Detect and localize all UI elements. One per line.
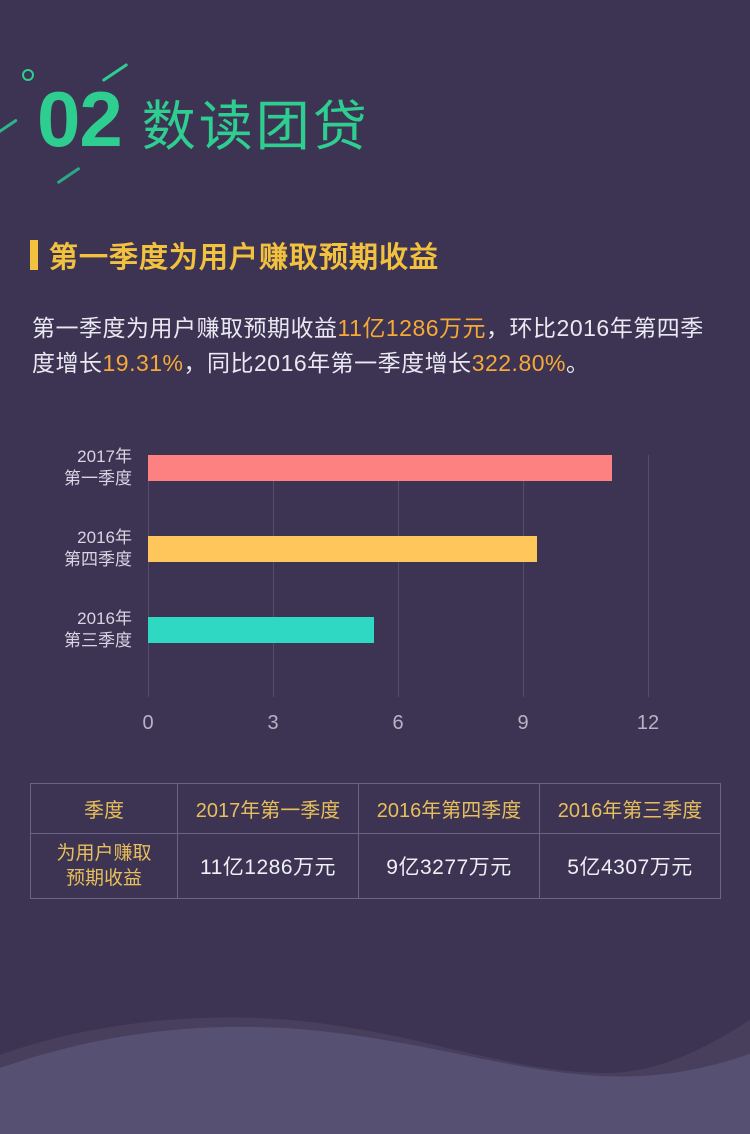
- highlighted-value: 322.80%: [471, 350, 566, 376]
- highlighted-value: 19.31%: [102, 350, 184, 376]
- table-header-cell: 2016年第四季度: [358, 783, 540, 834]
- table-row: 为用户赚取 预期收益 11亿1286万元 9亿3277万元 5亿4307万元: [30, 833, 721, 899]
- gridline: [273, 455, 274, 697]
- table-cell: 11亿1286万元: [177, 833, 359, 899]
- chart-row: 2017年 第一季度: [32, 440, 732, 521]
- section-heading: 第一季度为用户赚取预期收益: [30, 234, 439, 276]
- wave-front: [0, 1026, 750, 1134]
- section-number: 02: [37, 74, 123, 163]
- paragraph-text: ，环比2016年第四季度增长: [32, 315, 704, 376]
- earnings-table: 季度 2017年第一季度 2016年第四季度 2016年第三季度 为用户赚取 预…: [30, 783, 721, 899]
- chart-bars-area: 2017年 第一季度 2016年 第四季度 2016年 第三季度: [32, 440, 732, 683]
- chart-bar: [148, 617, 374, 643]
- circle-outline-decor: [22, 69, 34, 81]
- x-tick-label: 3: [267, 712, 279, 734]
- chart-row: 2016年 第三季度: [32, 602, 732, 683]
- category-label: 2016年 第三季度: [64, 609, 132, 650]
- gridline: [648, 455, 649, 697]
- diagonal-line-decor: [56, 166, 81, 185]
- diagonal-line-decor: [0, 118, 18, 135]
- x-axis-tick-labels: 0 3 6 9 12: [142, 712, 659, 736]
- chart-gridlines: [148, 455, 649, 697]
- quarterly-earnings-bar-chart: 2017年 第一季度 2016年 第四季度 2016年 第三季度 0 3 6 9 12: [32, 440, 732, 745]
- table-cell: 5亿4307万元: [539, 833, 721, 899]
- gridline: [148, 455, 149, 697]
- x-tick-label: 0: [142, 712, 154, 734]
- paragraph-text: 。: [566, 350, 590, 376]
- chart-row: 2016年 第四季度: [32, 521, 732, 602]
- gridline: [398, 455, 399, 697]
- section-title: 第一季度为用户赚取预期收益: [49, 242, 440, 274]
- paragraph-text: 第一季度为用户赚取预期收益: [32, 315, 338, 341]
- intro-paragraph: 第一季度为用户赚取预期收益11亿1286万元，环比2016年第四季度增长19.3…: [32, 311, 726, 381]
- table-header-row: 季度 2017年第一季度 2016年第四季度 2016年第三季度: [30, 783, 721, 834]
- x-tick-label: 12: [636, 712, 660, 734]
- page-title: 数读团贷: [141, 97, 370, 157]
- table-header-cell: 2016年第三季度: [539, 783, 721, 834]
- x-tick-label: 9: [517, 712, 529, 734]
- title-accent-bar: [30, 240, 38, 270]
- x-tick-label: 6: [392, 712, 404, 734]
- highlighted-value: 11亿1286万元: [337, 315, 487, 341]
- table-header-cell: 季度: [30, 783, 178, 834]
- wave-decor: [0, 1017, 750, 1134]
- chart-bar: [148, 455, 612, 481]
- category-label: 2016年 第四季度: [64, 528, 132, 569]
- table-header-cell: 2017年第一季度: [177, 783, 359, 834]
- chart-bar: [148, 536, 537, 562]
- table-row-label: 为用户赚取 预期收益: [30, 833, 178, 899]
- page-header: 02 数读团贷: [37, 76, 370, 161]
- paragraph-text: ，同比2016年第一季度增长: [183, 350, 472, 376]
- category-label: 2017年 第一季度: [64, 447, 132, 488]
- table-cell: 9亿3277万元: [358, 833, 540, 899]
- gridline: [523, 455, 524, 697]
